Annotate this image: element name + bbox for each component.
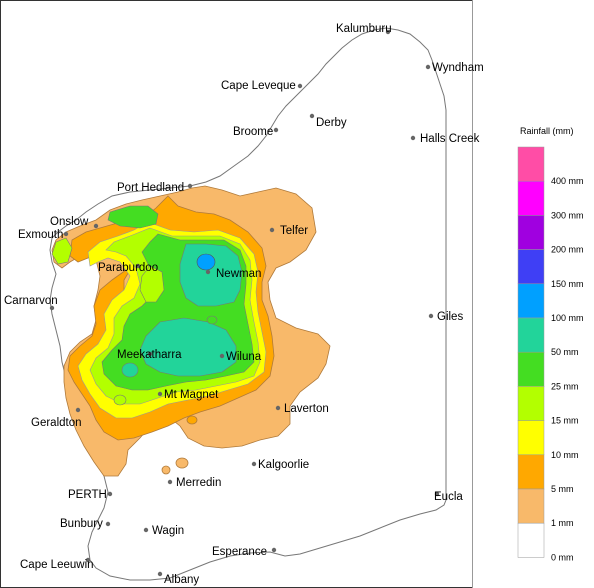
legend-swatch <box>517 180 545 216</box>
legend-swatch <box>517 249 545 285</box>
label-albany: Albany <box>164 574 199 586</box>
marker-mt-magnet <box>157 391 163 397</box>
label-paraburdoo: Paraburdoo <box>98 262 158 274</box>
legend-swatch <box>517 454 545 490</box>
legend-swatch <box>517 386 545 421</box>
marker-eucla <box>434 491 440 497</box>
marker-wiluna <box>219 353 225 359</box>
label-eucla: Eucla <box>434 491 463 503</box>
legend-label: 150 mm <box>551 279 584 289</box>
legend-label: 15 mm <box>551 416 579 426</box>
marker-esperance <box>271 547 277 553</box>
legend-swatch <box>517 283 545 319</box>
marker-perth <box>107 491 113 497</box>
rain-patch-1mm-a <box>175 457 189 469</box>
label-giles: Giles <box>437 311 463 323</box>
legend-swatch <box>517 351 545 387</box>
marker-derby <box>309 113 315 119</box>
rain-hole-15mm <box>139 265 165 303</box>
legend-label: 50 mm <box>551 347 579 357</box>
marker-albany <box>157 571 163 577</box>
marker-kalgoorlie <box>251 461 257 467</box>
label-wyndham: Wyndham <box>432 62 484 74</box>
legend-swatch <box>517 420 545 456</box>
label-laverton: Laverton <box>284 403 329 415</box>
marker-paraburdoo <box>135 263 141 269</box>
marker-bunbury <box>105 521 111 527</box>
rain-patch-north-25mm <box>107 205 159 229</box>
label-bunbury: Bunbury <box>60 518 103 530</box>
rain-patch-magnet-15mm <box>113 394 127 406</box>
marker-port-hedland <box>187 183 193 189</box>
label-broome: Broome <box>233 126 273 138</box>
label-onslow: Onslow <box>50 216 89 228</box>
marker-telfer <box>269 227 275 233</box>
legend-label: 5 mm <box>551 484 574 494</box>
label-halls-creek: Halls Creek <box>420 133 480 145</box>
label-esperance: Esperance <box>212 546 267 558</box>
rain-patch-west-25mm <box>206 315 218 325</box>
label-merredin: Merredin <box>176 477 221 489</box>
marker-wyndham <box>425 64 431 70</box>
place-labels: Kalumburu Wyndham Cape Leveque Derby Bro… <box>4 23 484 586</box>
label-carnarvon: Carnarvon <box>4 295 58 307</box>
marker-halls-creek <box>410 135 416 141</box>
marker-exmouth <box>63 231 69 237</box>
legend-swatch <box>517 146 545 182</box>
label-kalumburu: Kalumburu <box>336 23 392 35</box>
legend: Rainfall (mm) 400 mm 300 mm 200 mm 150 mm 10… <box>517 126 584 562</box>
legend-swatch <box>517 488 545 524</box>
label-wagin: Wagin <box>152 525 184 537</box>
label-port-hedland: Port Hedland <box>117 182 184 194</box>
legend-label: 200 mm <box>551 245 584 255</box>
legend-label: 10 mm <box>551 450 579 460</box>
legend-swatch <box>517 522 545 558</box>
marker-laverton <box>275 405 281 411</box>
label-derby: Derby <box>316 117 347 129</box>
marker-newman <box>205 269 211 275</box>
label-telfer: Telfer <box>280 225 308 237</box>
marker-cape-leeuwin <box>85 557 91 563</box>
marker-carnarvon <box>49 305 55 311</box>
marker-onslow <box>93 223 99 229</box>
marker-merredin <box>167 479 173 485</box>
label-perth: PERTH <box>68 489 107 501</box>
label-cape-leveque: Cape Leveque <box>221 80 296 92</box>
label-kalgoorlie: Kalgoorlie <box>258 459 309 471</box>
marker-kalumburu <box>385 29 391 35</box>
rain-patch-50mm <box>121 362 139 378</box>
label-newman: Newman <box>216 268 261 280</box>
label-cape-leeuwin: Cape Leeuwin <box>20 559 94 571</box>
marker-broome <box>273 127 279 133</box>
label-meekatharra: Meekatharra <box>117 349 182 361</box>
marker-meekatharra <box>147 351 153 357</box>
place-markers <box>49 29 440 577</box>
legend-bands: 400 mm 300 mm 200 mm 150 mm 100 mm 50 mm 25 mm… <box>517 146 584 562</box>
marker-geraldton <box>75 407 81 413</box>
legend-label: 400 mm <box>551 176 584 186</box>
legend-title: Rainfall (mm) <box>520 126 574 136</box>
legend-label: 100 mm <box>551 313 584 323</box>
label-mt-magnet: Mt Magnet <box>164 389 219 401</box>
legend-label: 300 mm <box>551 210 584 220</box>
rain-patch-1mm-b <box>161 465 171 475</box>
marker-giles <box>428 313 434 319</box>
rain-patch-west-15mm <box>51 237 73 265</box>
label-exmouth: Exmouth <box>18 229 63 241</box>
label-geraldton: Geraldton <box>31 417 82 429</box>
rain-patch-5mm <box>186 415 198 425</box>
legend-swatch <box>517 215 545 250</box>
legend-swatch <box>517 317 545 353</box>
label-wiluna: Wiluna <box>226 351 262 363</box>
marker-wagin <box>143 527 149 533</box>
legend-label: 25 mm <box>551 381 579 391</box>
legend-label: 0 mm <box>551 552 574 562</box>
marker-cape-leveque <box>297 83 303 89</box>
legend-label: 1 mm <box>551 518 574 528</box>
rain-zone-100mm <box>196 253 216 271</box>
